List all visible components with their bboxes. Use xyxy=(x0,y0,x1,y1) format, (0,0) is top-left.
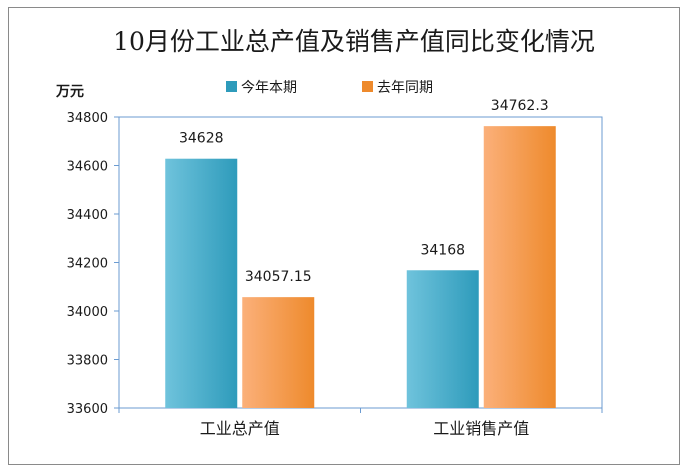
y-tick-label: 33600 xyxy=(67,402,108,417)
x-axis: 工业总产值 工业销售产值 xyxy=(118,408,603,438)
bar-this-year xyxy=(406,270,479,408)
chart-title: 10月份工业总产值及销售产值同比变化情况 xyxy=(113,27,595,56)
y-tick-label: 34200 xyxy=(67,257,108,272)
bar-this-year xyxy=(165,158,238,408)
y-axis: 33600 33800 34000 34200 34400 34600 34800 xyxy=(67,111,119,417)
y-tick-label: 34800 xyxy=(67,111,108,126)
y-axis-unit-label: 万元 xyxy=(55,84,84,100)
bar-last-year xyxy=(483,126,556,409)
data-label: 34628 xyxy=(179,131,224,147)
x-category-label: 工业销售产值 xyxy=(433,419,529,438)
legend-label: 今年本期 xyxy=(241,80,297,96)
y-tick-label: 34000 xyxy=(67,305,108,320)
x-category-label: 工业总产值 xyxy=(200,419,280,438)
bars xyxy=(165,126,556,409)
data-label: 34168 xyxy=(420,242,465,258)
legend-swatch xyxy=(226,81,237,92)
legend-swatch xyxy=(362,81,373,92)
data-label: 34762.3 xyxy=(491,98,549,114)
data-label: 34057.15 xyxy=(245,269,312,285)
y-tick-label: 34600 xyxy=(67,160,108,175)
bar-last-year xyxy=(242,297,315,408)
y-tick-label: 33800 xyxy=(67,354,108,369)
legend-label: 去年同期 xyxy=(377,80,433,96)
y-tick-label: 34400 xyxy=(67,208,108,223)
legend: 今年本期 去年同期 xyxy=(226,80,433,96)
chart-frame xyxy=(8,7,680,465)
data-labels: 34628 34057.15 34168 34762.3 xyxy=(179,98,549,285)
